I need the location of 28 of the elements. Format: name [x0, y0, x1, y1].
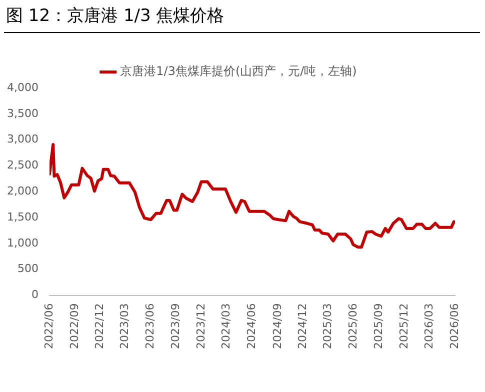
x-tick-label: 2024/12 — [296, 303, 310, 350]
y-tick-label: 3,000 — [6, 132, 38, 146]
x-tick-label: 2025/03 — [321, 303, 334, 350]
x-tick-label: 2023/03 — [118, 303, 132, 350]
x-tick-label: 2026/06 — [448, 303, 461, 350]
x-tick-label: 2024/03 — [220, 303, 233, 350]
x-tick-label: 2023/09 — [169, 303, 182, 350]
x-tick-label: 2022/06 — [42, 303, 56, 350]
x-tick-label: 2025/12 — [397, 303, 410, 350]
x-tick-label: 2022/12 — [93, 303, 106, 350]
x-tick-label: 2022/09 — [68, 303, 81, 350]
y-tick-label: 2,000 — [6, 184, 38, 198]
x-tick-label: 2023/12 — [194, 303, 208, 350]
y-tick-label: 4,000 — [6, 80, 38, 94]
x-tick-label: 2025/09 — [372, 303, 386, 350]
x-tick-label: 2024/06 — [245, 303, 258, 350]
y-tick-label: 1,500 — [6, 210, 38, 224]
x-tick-label: 2026/03 — [422, 303, 436, 350]
x-tick-label: 2024/09 — [270, 303, 284, 350]
y-tick-label: 0 — [31, 288, 38, 302]
x-tick-label: 2025/06 — [346, 303, 360, 350]
chart-title: 图 12：京唐港 1/3 焦煤价格 — [6, 5, 224, 27]
x-tick-label: 2023/06 — [144, 303, 157, 350]
y-tick-label: 2,500 — [6, 158, 38, 172]
legend-label: 京唐港1/3焦煤库提价(山西产，元/吨，左轴) — [120, 64, 357, 78]
y-tick-label: 500 — [17, 262, 38, 276]
y-tick-label: 1,000 — [6, 236, 38, 250]
y-tick-label: 3,500 — [6, 106, 38, 120]
